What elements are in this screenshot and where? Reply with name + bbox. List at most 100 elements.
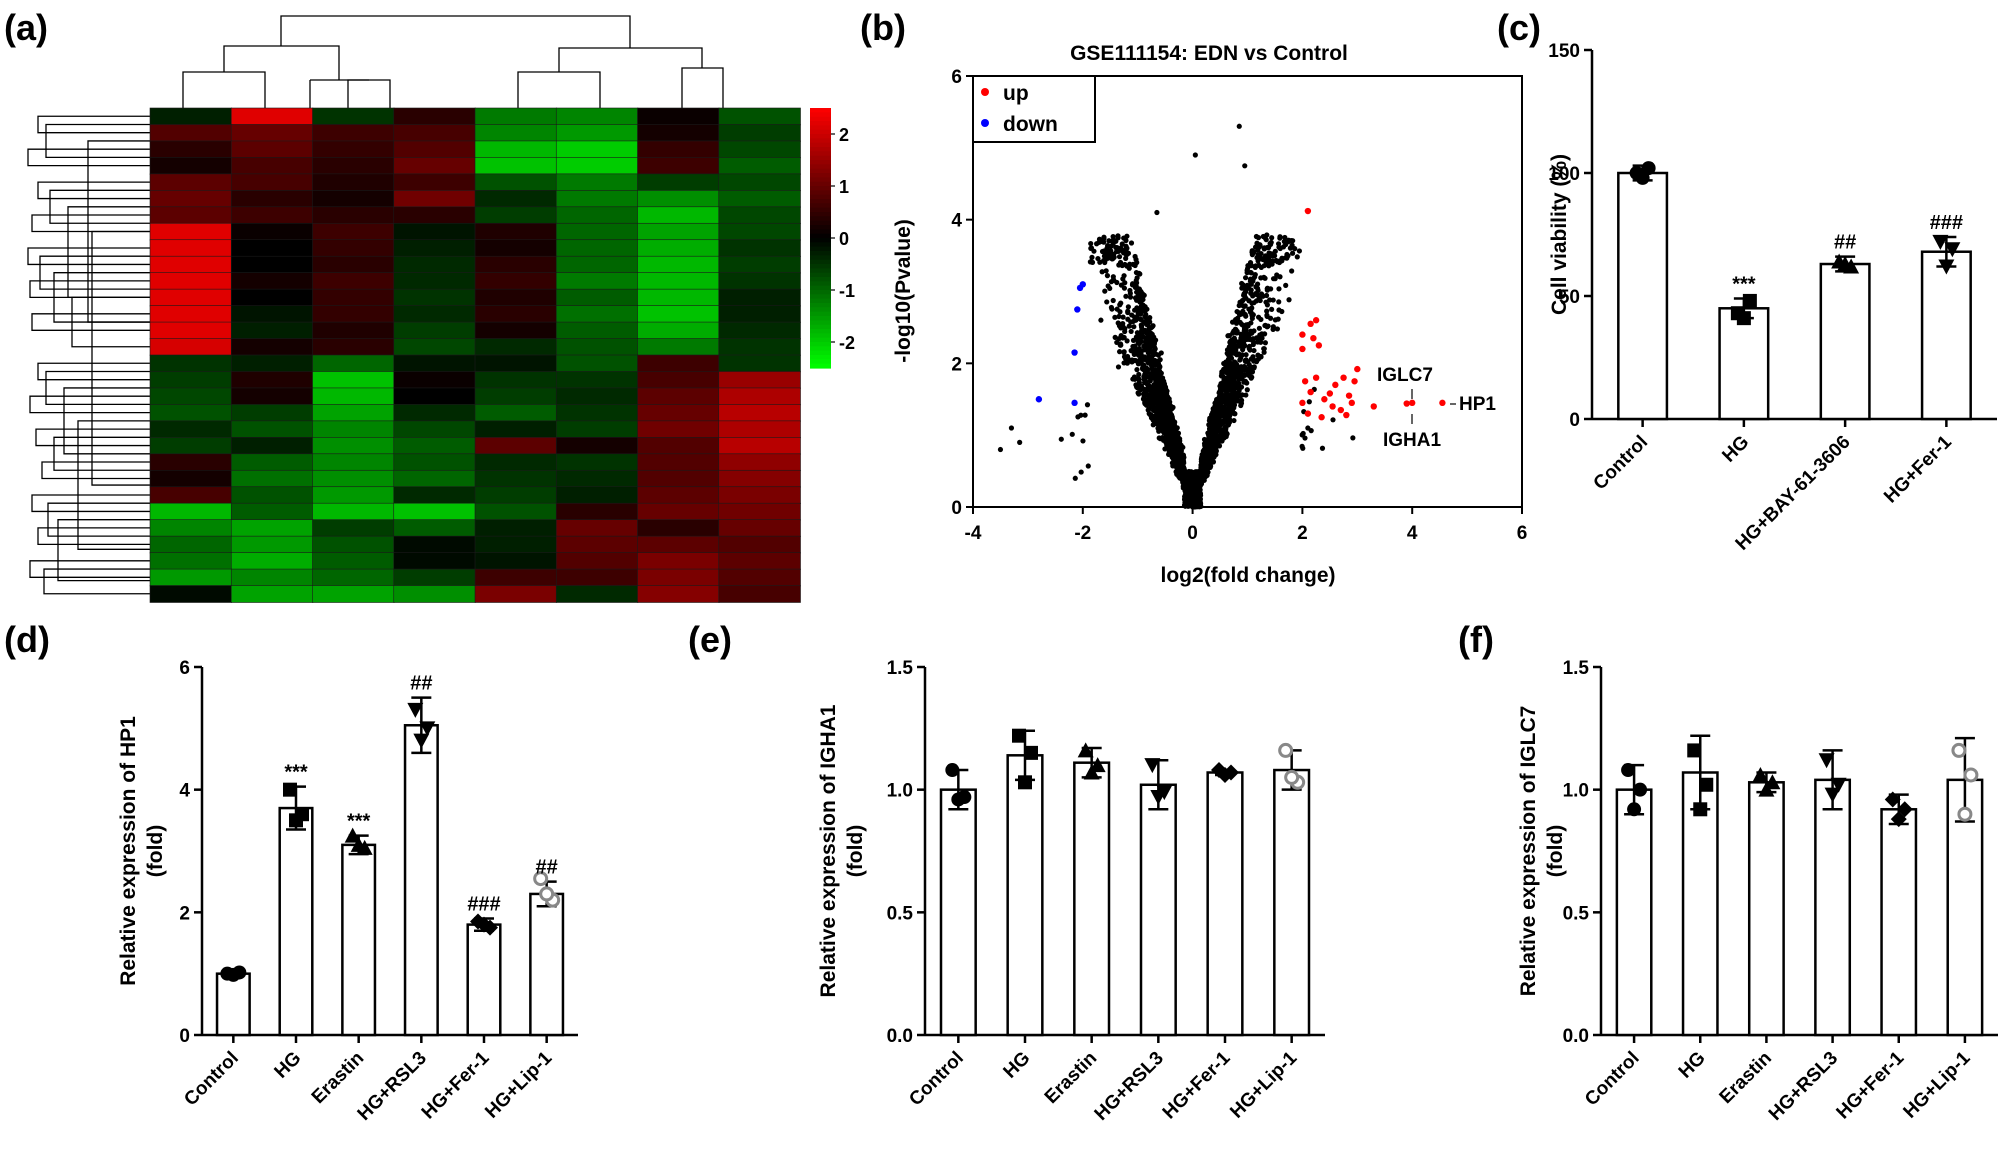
volcano-point [1194, 488, 1200, 494]
volcano-point [1272, 276, 1278, 282]
bar [466, 923, 502, 1037]
category-label: HG+Fer-1 [418, 1047, 494, 1123]
volcano-point [1078, 412, 1084, 418]
volcano-point [1282, 234, 1288, 241]
heatmap-cell [474, 272, 558, 290]
volcano-point [1153, 372, 1159, 378]
volcano-point [1017, 439, 1023, 445]
point-marker [1699, 777, 1714, 792]
volcano-point [1169, 451, 1175, 457]
point-marker [1217, 766, 1233, 783]
heatmap-cell [474, 519, 558, 537]
volcano-point [1144, 339, 1150, 345]
category-label: Erastin [1041, 1048, 1101, 1108]
heatmap-cell [555, 239, 639, 258]
volcano-point [1196, 481, 1202, 487]
volcano-point [1156, 405, 1163, 411]
colorbar-strip [810, 181, 831, 187]
heatmap-cell [474, 568, 558, 587]
heatmap-cell [718, 157, 801, 175]
volcano-point [997, 446, 1004, 453]
volcano-up-point [1403, 400, 1410, 407]
volcano-point [1088, 245, 1095, 251]
volcano-point [1186, 501, 1192, 507]
volcano-point [1251, 358, 1257, 364]
y-tick-label: 0.5 [1563, 903, 1590, 924]
volcano-title: GSE111154: EDN vs Control [1070, 42, 1348, 65]
volcano-point [1127, 290, 1133, 296]
volcano-point [1236, 369, 1242, 375]
category-label: HG [1675, 1048, 1710, 1083]
y-tick-label: 6 [951, 67, 962, 88]
volcano-point [1243, 352, 1249, 358]
volcano-point [1158, 350, 1164, 356]
heatmap-cell [149, 535, 233, 554]
heatmap-panel: 2 1 0 -1 -2 [27, 15, 855, 603]
volcano-point [1239, 285, 1245, 291]
volcano-up-point [1345, 392, 1353, 399]
volcano-point [1258, 251, 1264, 257]
volcano-point [1117, 341, 1124, 347]
volcano-point [1084, 402, 1091, 408]
volcano-point [1145, 366, 1151, 373]
heatmap-cell [312, 519, 395, 537]
volcano-point [1127, 294, 1134, 300]
volcano-point [1132, 376, 1138, 382]
volcano-point [1279, 308, 1285, 315]
volcano-point [1136, 309, 1142, 315]
heatmap-cell [718, 387, 801, 406]
heatmap-cell [637, 173, 720, 192]
heatmap-cell [312, 321, 395, 340]
heatmap-cell [474, 206, 558, 225]
heatmap-cell [312, 354, 395, 373]
volcano-point [1118, 300, 1124, 306]
heatmap-cell [393, 486, 476, 505]
volcano-point [1242, 275, 1249, 281]
volcano-point [1167, 409, 1173, 415]
heatmap-cell [230, 140, 314, 159]
heatmap-cell [393, 585, 476, 603]
heatmap-cell [393, 404, 476, 422]
heatmap-cell [555, 420, 639, 439]
volcano-point [1184, 495, 1190, 501]
volcano-point [1247, 278, 1254, 284]
y-tick-label: 6 [179, 658, 190, 679]
volcano-point [1098, 317, 1104, 323]
hp1-expression-bar-chart: 0 2 4 6 Control HG *** Erastin *** HG+RSL3 ## HG+Fe… [117, 658, 578, 1125]
volcano-point [1155, 360, 1161, 366]
panel-label-f: (f) [1458, 619, 1494, 660]
colorbar-strip [810, 194, 831, 200]
point-marker [1635, 170, 1650, 185]
heatmap-cell [312, 469, 395, 488]
volcano-up-point [1370, 403, 1377, 410]
volcano-point [1148, 325, 1154, 331]
volcano-point [1116, 323, 1123, 329]
bar [1139, 783, 1177, 1037]
volcano-point [1080, 438, 1086, 444]
heatmap-cell [312, 305, 395, 323]
heatmap-cell [230, 453, 314, 472]
volcano-point [1182, 469, 1188, 475]
heatmap-cell [474, 552, 558, 570]
heatmap-cell [718, 453, 801, 472]
heatmap-cell [393, 190, 476, 208]
volcano-point [1180, 475, 1186, 481]
volcano-point [1281, 238, 1287, 245]
volcano-y-label: -log10(Pvalue) [892, 219, 915, 363]
significance-mark: ### [467, 893, 500, 915]
point-marker [283, 782, 297, 797]
heatmap-cell [230, 107, 314, 126]
colorbar-strip [810, 125, 831, 131]
bar [1880, 808, 1918, 1037]
volcano-point [1285, 253, 1291, 259]
volcano-point [1269, 306, 1275, 312]
heatmap-cell [230, 173, 314, 192]
heatmap-cell [474, 371, 558, 389]
category-label: HG+RSL3 [1091, 1048, 1168, 1125]
heatmap-cell [149, 420, 233, 439]
volcano-point [1251, 339, 1257, 345]
volcano-point [1069, 431, 1075, 437]
point-marker [1633, 782, 1648, 797]
colorbar-strip [810, 225, 831, 230]
volcano-point [1249, 252, 1255, 258]
